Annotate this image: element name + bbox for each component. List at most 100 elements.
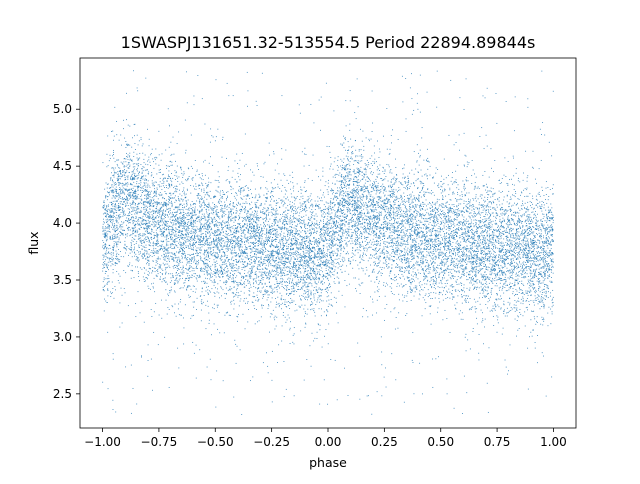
data-point [478, 227, 480, 228]
data-point [518, 252, 519, 254]
data-point [444, 272, 446, 274]
data-point [418, 282, 420, 284]
data-point [303, 260, 305, 262]
data-point [257, 240, 259, 241]
data-point [112, 246, 114, 248]
data-point [292, 187, 294, 189]
data-point [357, 185, 359, 186]
data-point [377, 168, 379, 170]
data-point [540, 259, 542, 261]
data-point [213, 237, 214, 239]
data-point [404, 215, 406, 217]
data-point [226, 199, 228, 201]
data-point [416, 144, 418, 146]
data-point [268, 237, 270, 239]
data-point [346, 164, 348, 165]
data-point [260, 259, 262, 260]
data-point [428, 305, 430, 307]
data-point [302, 198, 304, 200]
data-point [439, 254, 441, 256]
data-point [222, 214, 223, 216]
data-point [142, 188, 144, 190]
data-point [271, 253, 272, 255]
data-point [357, 235, 358, 237]
data-point [345, 220, 347, 222]
data-point [308, 259, 310, 261]
data-point [248, 274, 250, 276]
data-point [116, 134, 118, 136]
data-point [309, 226, 311, 228]
data-point [401, 221, 403, 223]
data-point [434, 229, 436, 231]
data-point [373, 257, 375, 258]
data-point [164, 223, 166, 225]
data-point [414, 198, 416, 200]
data-point [378, 217, 380, 219]
data-point [337, 267, 339, 269]
data-point [314, 278, 316, 279]
data-point [503, 230, 505, 232]
data-point [134, 220, 136, 222]
data-point [172, 253, 174, 255]
data-point [475, 264, 477, 265]
data-point [198, 259, 199, 261]
data-point [199, 274, 200, 276]
data-point [397, 249, 399, 251]
data-point [319, 403, 321, 405]
data-point [197, 237, 199, 239]
data-point [490, 290, 492, 292]
data-point [131, 201, 133, 203]
data-point [493, 242, 495, 244]
data-point [420, 260, 421, 262]
data-point [518, 217, 520, 219]
data-point [551, 239, 553, 241]
data-point [329, 238, 331, 240]
data-point [172, 240, 174, 242]
data-point [468, 223, 470, 224]
data-point [546, 245, 548, 247]
data-point [292, 216, 294, 218]
data-point [168, 238, 169, 240]
data-point [205, 240, 207, 242]
data-point [496, 214, 498, 216]
data-point [350, 222, 352, 223]
data-point [438, 243, 440, 245]
data-point [449, 243, 451, 245]
data-point [232, 276, 234, 278]
data-point [528, 260, 530, 262]
data-point [180, 222, 182, 224]
data-point [429, 243, 431, 245]
data-point [275, 228, 277, 230]
data-point [155, 156, 157, 158]
data-point [450, 79, 452, 81]
data-point [159, 181, 161, 183]
data-point [251, 223, 253, 225]
data-point [403, 248, 405, 250]
data-point [332, 246, 334, 247]
data-point [151, 197, 153, 199]
data-point [544, 243, 546, 244]
data-point [188, 236, 190, 238]
data-point [149, 240, 150, 242]
data-point [454, 225, 456, 227]
data-point [289, 281, 291, 283]
data-point [551, 252, 553, 253]
data-point [516, 268, 518, 270]
data-point [157, 184, 159, 186]
data-point [125, 165, 127, 167]
data-point [442, 246, 444, 247]
data-point [173, 283, 175, 285]
data-point [330, 292, 332, 294]
data-point [310, 204, 312, 206]
data-point [144, 195, 146, 196]
data-point [172, 276, 174, 278]
data-point [514, 246, 516, 248]
data-point [162, 278, 164, 280]
data-point [159, 272, 161, 273]
data-point [175, 199, 177, 201]
data-point [437, 228, 439, 230]
data-point [172, 243, 173, 245]
data-point [487, 252, 489, 254]
data-point [291, 201, 293, 203]
data-point [403, 240, 405, 241]
